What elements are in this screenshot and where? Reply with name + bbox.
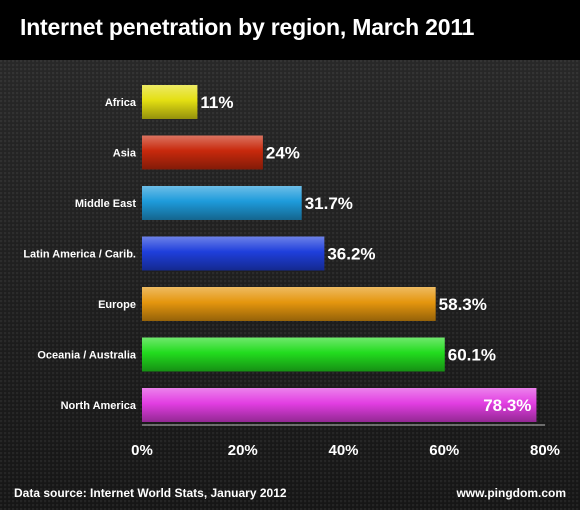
bar-oceania-australia	[142, 337, 445, 372]
chart-title: Internet penetration by region, March 20…	[20, 14, 475, 40]
bar-north-america	[142, 388, 537, 422]
category-label-latin-america-carib: Latin America / Carib.	[23, 249, 136, 261]
x-tick-label: 60%	[429, 442, 459, 459]
category-label-middle-east: Middle East	[75, 198, 136, 210]
category-label-africa: Africa	[105, 97, 137, 109]
x-tick-label: 40%	[328, 442, 358, 459]
value-label-north-america: 78.3%	[483, 396, 531, 415]
data-source-note: Data source: Internet World Stats, Janua…	[14, 486, 287, 500]
x-tick-label: 20%	[228, 442, 258, 459]
category-label-oceania-australia: Oceania / Australia	[37, 350, 137, 362]
value-label-latin-america-carib: 36.2%	[327, 245, 375, 264]
category-label-north-america: North America	[61, 400, 137, 412]
bar-asia	[142, 135, 263, 170]
category-label-europe: Europe	[98, 299, 136, 311]
title-bar	[0, 0, 580, 60]
value-label-middle-east: 31.7%	[305, 194, 353, 213]
value-label-europe: 58.3%	[439, 295, 487, 314]
category-label-asia: Asia	[113, 148, 137, 160]
value-label-oceania-australia: 60.1%	[448, 346, 496, 365]
x-tick-label: 80%	[530, 442, 560, 459]
x-tick-label: 0%	[131, 442, 153, 459]
site-url: www.pingdom.com	[456, 486, 566, 500]
bar-africa	[142, 85, 198, 119]
bar-latin-america-carib	[142, 236, 325, 271]
bar-europe	[142, 287, 436, 321]
value-label-asia: 24%	[266, 144, 300, 163]
value-label-africa: 11%	[200, 93, 233, 112]
bar-middle-east	[142, 186, 302, 220]
